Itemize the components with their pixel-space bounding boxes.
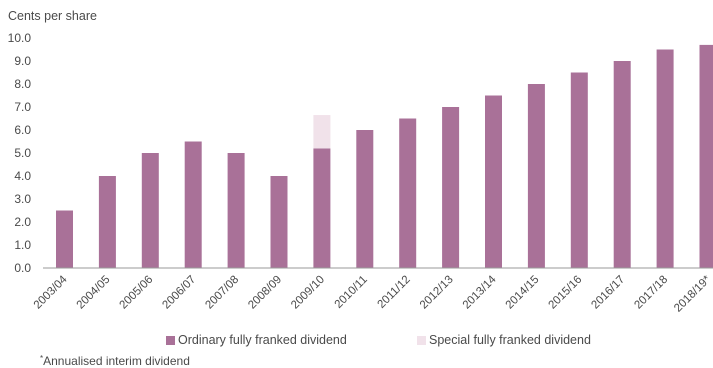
legend-item-special: Special fully franked dividend: [417, 333, 591, 347]
x-tick-label: 2005/06: [118, 274, 156, 312]
x-tick-label: 2017/18: [632, 274, 670, 312]
footnote-text: Annualised interim dividend: [43, 354, 190, 368]
bar-ordinary: [356, 130, 374, 268]
x-tick-label: 2006/07: [160, 274, 198, 312]
y-tick-label: 9.0: [14, 54, 31, 68]
x-tick-label: 2011/12: [376, 274, 413, 311]
y-tick-label: 8.0: [14, 77, 31, 91]
y-tick-label: 5.0: [14, 146, 31, 160]
bar-ordinary: [184, 141, 202, 268]
x-tick-label: 2004/05: [75, 274, 113, 312]
bar-ordinary: [570, 72, 588, 268]
y-tick-label: 6.0: [14, 123, 31, 137]
y-tick-label: 2.0: [14, 215, 31, 229]
legend-label-ordinary: Ordinary fully franked dividend: [178, 333, 347, 347]
bar-special: [313, 115, 331, 149]
footnote: *Annualised interim dividend: [40, 354, 190, 368]
bar-ordinary: [270, 176, 288, 268]
x-tick-label: 2009/10: [289, 274, 327, 312]
bar-ordinary: [699, 44, 713, 269]
x-tick-label: 2018/19*: [672, 273, 713, 314]
x-tick-label: 2010/11: [333, 274, 370, 311]
bar-ordinary: [656, 49, 674, 268]
bar-ordinary: [98, 176, 116, 268]
x-tick-label: 2003/04: [32, 273, 70, 311]
bar-ordinary: [227, 153, 245, 268]
x-tick-label: 2013/14: [461, 273, 499, 311]
bar-ordinary: [141, 153, 159, 268]
bar-ordinary: [485, 95, 502, 268]
y-tick-label: 3.0: [14, 192, 31, 206]
bar-ordinary: [313, 148, 331, 268]
legend-swatch-special: [417, 335, 426, 345]
legend-item-ordinary: Ordinary fully franked dividend: [166, 333, 347, 347]
legend-swatch-ordinary: [166, 335, 175, 345]
bar-ordinary: [527, 84, 545, 268]
dividend-bar-chart: 0.0 1.0 2.0 3.0 4.0 5.0 6.0 7.0 8.0 9.0 10.0 2003/…: [8, 31, 713, 315]
bar-ordinary: [613, 61, 631, 268]
x-tick-label: 2016/17: [589, 274, 627, 312]
bar-ordinary: [442, 107, 460, 268]
x-tick-label: 2014/15: [504, 274, 542, 312]
y-axis-title: Cents per share: [8, 9, 97, 23]
x-tick-label: 2008/09: [246, 274, 284, 312]
x-tick-label: 2007/08: [203, 274, 241, 312]
x-tick-label: 2012/13: [418, 274, 456, 312]
y-tick-label: 10.0: [8, 31, 32, 45]
y-tick-label: 7.0: [14, 100, 31, 114]
bar-ordinary: [56, 210, 73, 268]
y-tick-label: 0.0: [14, 261, 31, 275]
y-tick-label: 1.0: [14, 238, 31, 252]
x-tick-label: 2015/16: [547, 274, 585, 312]
y-tick-label: 4.0: [14, 169, 31, 183]
footnote-marker: *: [40, 354, 44, 363]
bar-ordinary: [399, 118, 417, 268]
legend-label-special: Special fully franked dividend: [429, 333, 591, 347]
